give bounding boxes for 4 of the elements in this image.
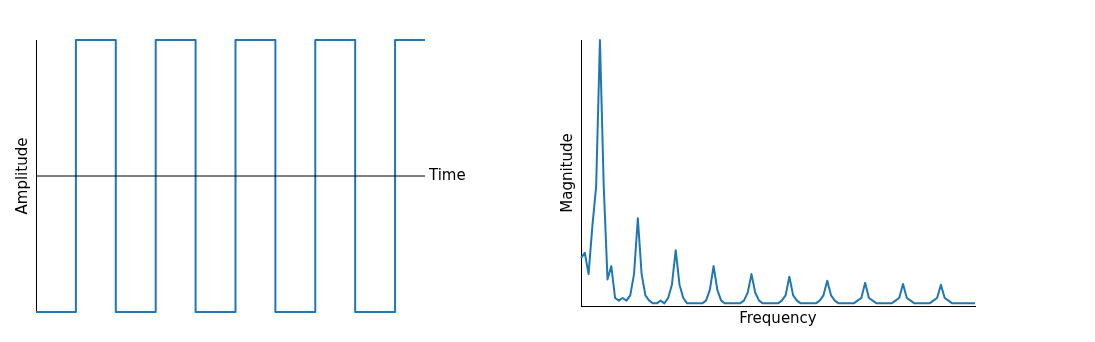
x-axis-title: Time <box>428 165 466 184</box>
x-axis-title: Frequency <box>739 308 817 327</box>
y-axis-title: Magnitude <box>557 133 576 213</box>
y-axis-title: Amplitude <box>12 137 31 215</box>
